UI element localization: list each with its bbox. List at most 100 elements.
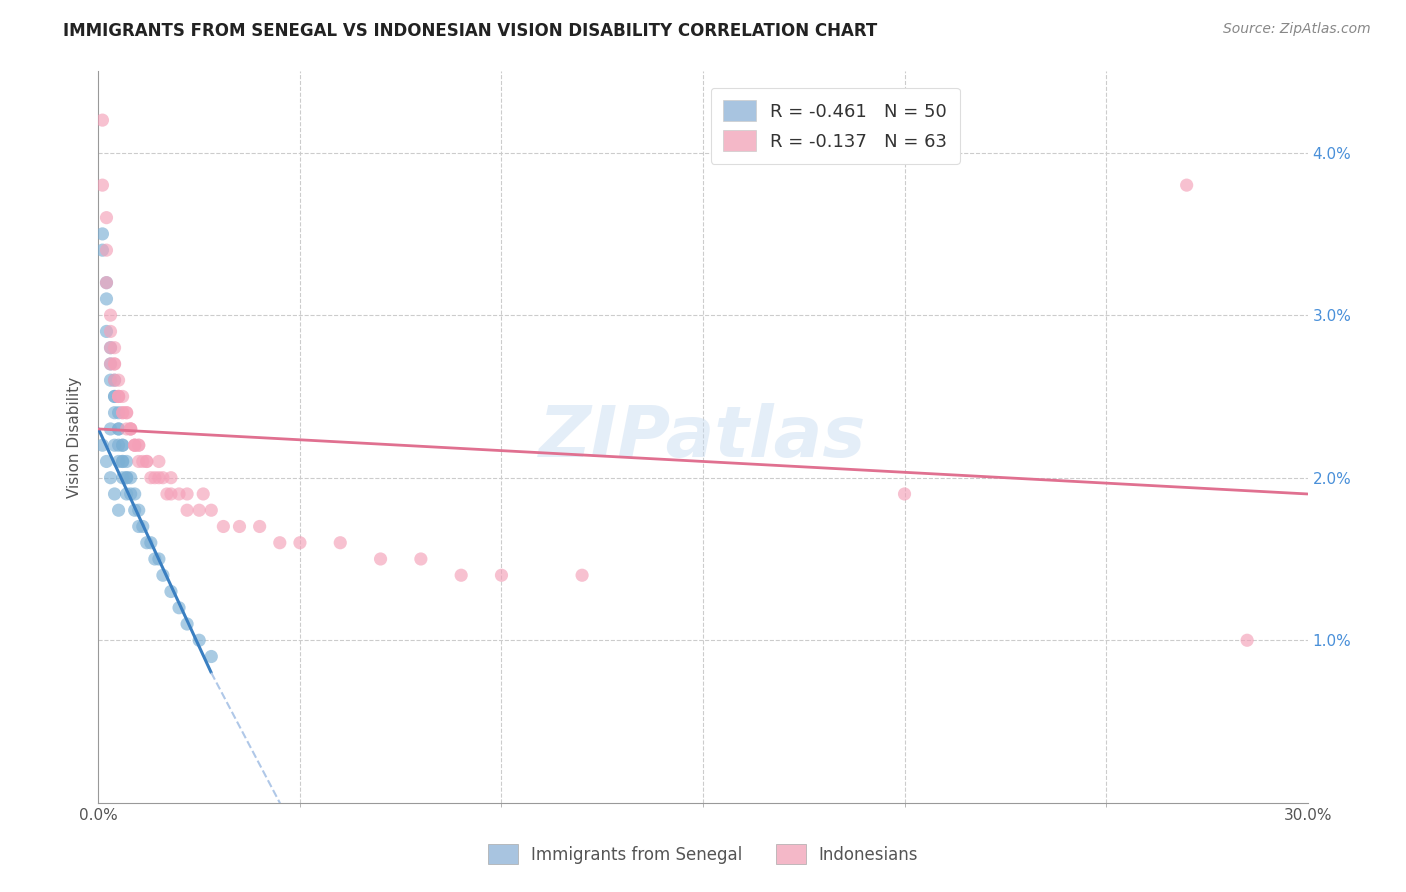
Point: [212, 519, 235, 533]
Point: [100, 325, 122, 339]
Point: [120, 422, 142, 436]
Point: [100, 357, 122, 371]
Point: [100, 341, 122, 355]
Point: [160, 487, 183, 501]
Point: [288, 535, 311, 549]
Point: [100, 308, 122, 322]
Point: [107, 389, 129, 403]
Point: [96, 243, 118, 257]
Point: [103, 406, 125, 420]
Point: [111, 438, 134, 452]
Point: [103, 341, 125, 355]
Point: [124, 438, 146, 452]
Point: [107, 406, 129, 420]
Point: [100, 422, 122, 436]
Point: [100, 357, 122, 371]
Point: [200, 649, 222, 664]
Point: [491, 568, 513, 582]
Point: [1175, 178, 1198, 193]
Point: [96, 276, 118, 290]
Point: [193, 487, 215, 501]
Point: [1236, 633, 1258, 648]
Point: [450, 568, 472, 582]
Point: [132, 454, 155, 468]
Text: ZIPatlas: ZIPatlas: [540, 402, 866, 472]
Point: [107, 389, 129, 403]
Point: [160, 471, 183, 485]
Point: [107, 422, 129, 436]
Point: [139, 471, 162, 485]
Point: [115, 422, 138, 436]
Point: [115, 406, 138, 420]
Point: [115, 406, 138, 420]
Point: [107, 389, 129, 403]
Point: [167, 487, 190, 501]
Point: [91, 438, 114, 452]
Point: [176, 617, 198, 632]
Point: [152, 568, 174, 582]
Point: [124, 487, 146, 501]
Point: [103, 389, 125, 403]
Point: [111, 471, 134, 485]
Legend: Immigrants from Senegal, Indonesians: Immigrants from Senegal, Indonesians: [481, 838, 925, 871]
Point: [139, 535, 162, 549]
Point: [893, 487, 915, 501]
Point: [120, 422, 142, 436]
Point: [96, 454, 118, 468]
Point: [188, 633, 211, 648]
Text: IMMIGRANTS FROM SENEGAL VS INDONESIAN VISION DISABILITY CORRELATION CHART: IMMIGRANTS FROM SENEGAL VS INDONESIAN VI…: [63, 22, 877, 40]
Point: [143, 471, 166, 485]
Point: [111, 406, 134, 420]
Point: [115, 471, 138, 485]
Point: [96, 325, 118, 339]
Point: [167, 600, 190, 615]
Point: [370, 552, 392, 566]
Point: [111, 438, 134, 452]
Point: [107, 373, 129, 387]
Point: [96, 211, 118, 225]
Point: [249, 519, 271, 533]
Point: [107, 422, 129, 436]
Point: [111, 389, 134, 403]
Point: [148, 454, 170, 468]
Point: [103, 389, 125, 403]
Point: [115, 487, 138, 501]
Point: [128, 503, 150, 517]
Point: [200, 503, 222, 517]
Point: [143, 552, 166, 566]
Point: [96, 292, 118, 306]
Point: [100, 341, 122, 355]
Point: [188, 503, 211, 517]
Point: [103, 373, 125, 387]
Point: [111, 454, 134, 468]
Text: Source: ZipAtlas.com: Source: ZipAtlas.com: [1223, 22, 1371, 37]
Point: [409, 552, 432, 566]
Point: [96, 276, 118, 290]
Point: [120, 471, 142, 485]
Point: [111, 406, 134, 420]
Point: [91, 243, 114, 257]
Point: [176, 503, 198, 517]
Point: [115, 454, 138, 468]
Point: [269, 535, 291, 549]
Point: [135, 535, 157, 549]
Point: [329, 535, 352, 549]
Point: [103, 357, 125, 371]
Point: [103, 373, 125, 387]
Point: [571, 568, 593, 582]
Point: [160, 584, 183, 599]
Point: [128, 438, 150, 452]
Point: [228, 519, 250, 533]
Y-axis label: Vision Disability: Vision Disability: [67, 376, 83, 498]
Point: [111, 454, 134, 468]
Point: [91, 227, 114, 241]
Point: [124, 438, 146, 452]
Point: [124, 438, 146, 452]
Point: [148, 552, 170, 566]
Point: [128, 454, 150, 468]
Point: [103, 438, 125, 452]
Point: [128, 519, 150, 533]
Point: [100, 373, 122, 387]
Point: [91, 178, 114, 193]
Point: [124, 503, 146, 517]
